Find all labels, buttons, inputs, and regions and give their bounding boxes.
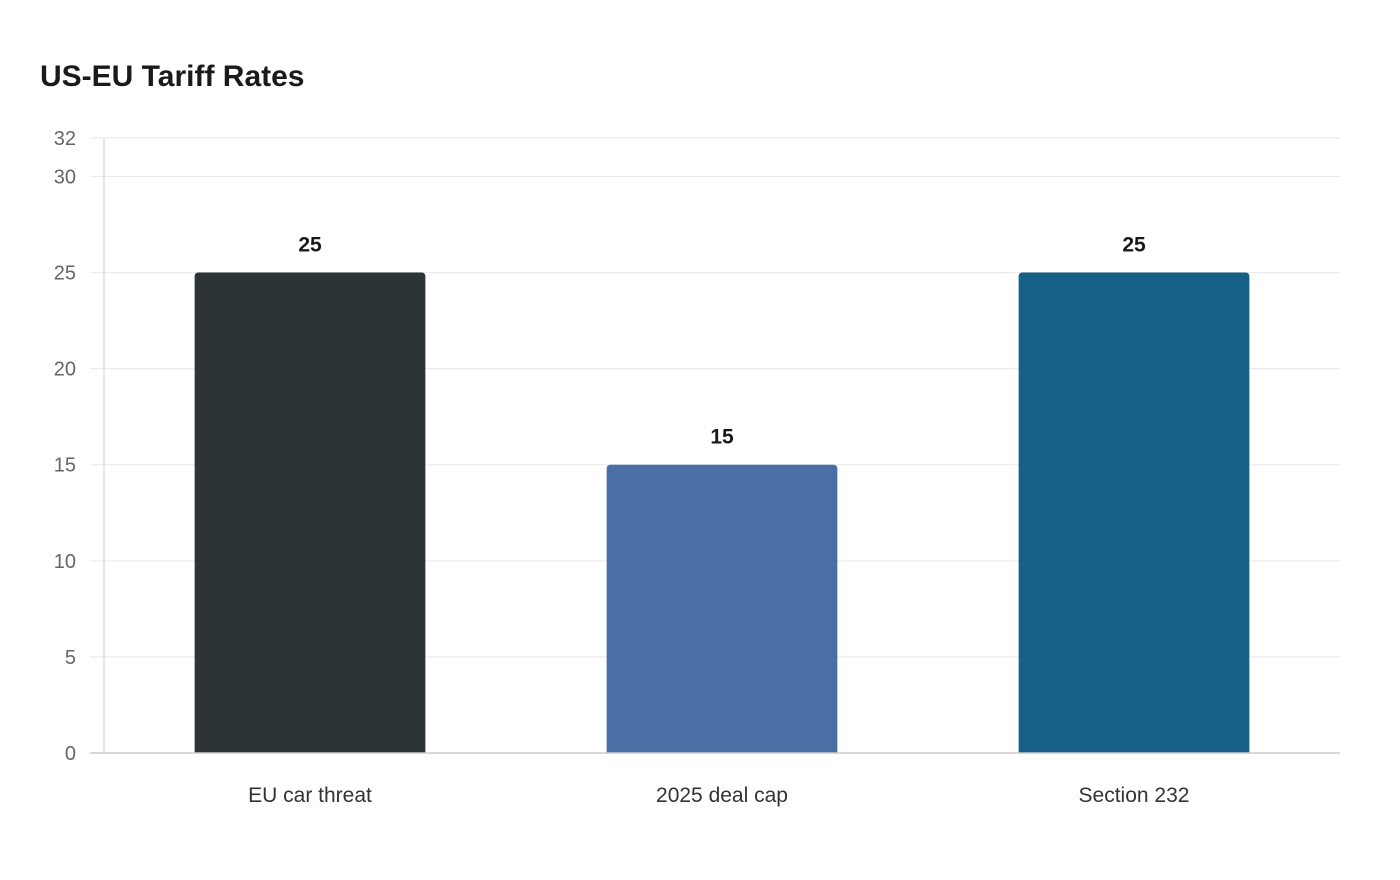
- labels: 0 5 10 15 20 25 30 32 25 EU car threat 15 2025 deal…: [54, 128, 1190, 807]
- y-tick-label: 0: [65, 743, 76, 765]
- x-category-label: 2025 deal cap: [656, 784, 788, 807]
- chart-title: US-EU Tariff Rates: [40, 60, 305, 93]
- bar-value-label: 25: [298, 234, 322, 257]
- bar-1: [194, 272, 426, 753]
- bar-value-label: 25: [1122, 234, 1146, 257]
- y-tick-label: 5: [65, 647, 76, 669]
- bar-3: [1018, 272, 1250, 753]
- y-tick-label: 30: [54, 166, 76, 188]
- x-category-label: EU car threat: [248, 784, 372, 807]
- axes: [90, 138, 1340, 754]
- y-tick-label: 32: [54, 128, 76, 150]
- bar-2: [606, 464, 838, 753]
- bars: [194, 272, 1250, 753]
- y-tick-label: 15: [54, 455, 76, 477]
- y-tick-label: 25: [54, 263, 76, 285]
- y-tick-label: 20: [54, 359, 76, 381]
- x-category-label: Section 232: [1079, 784, 1190, 807]
- bar-value-label: 15: [710, 426, 734, 449]
- y-tick-label: 10: [54, 551, 76, 573]
